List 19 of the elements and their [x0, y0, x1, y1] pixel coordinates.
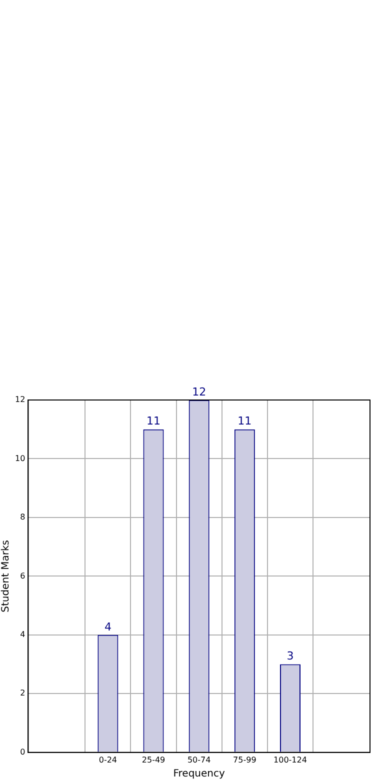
x-tick-label: 100-124	[274, 755, 307, 764]
x-axis-title: Frequency	[173, 768, 225, 780]
y-tick-label: 0	[20, 747, 26, 756]
x-tick-label: 25-49	[142, 755, 166, 764]
x-tick-label: 75-99	[233, 755, 256, 764]
y-tick-label: 6	[20, 571, 26, 580]
x-tick-label: 0-24	[98, 755, 118, 764]
data-label: 12	[192, 385, 206, 398]
y-tick-label: 4	[20, 630, 26, 640]
y-tick-label: 10	[14, 454, 26, 463]
y-tick-label: 12	[14, 395, 26, 404]
data-label: 3	[286, 650, 294, 663]
data-label: 11	[146, 414, 161, 428]
y-tick-label: 2	[20, 688, 26, 698]
y-tick-label: 8	[20, 512, 26, 522]
data-label: 11	[238, 414, 252, 428]
data-label: 4	[104, 620, 112, 634]
y-axis-title: Student Marks	[0, 540, 12, 612]
x-tick-label: 50-74	[187, 755, 211, 764]
